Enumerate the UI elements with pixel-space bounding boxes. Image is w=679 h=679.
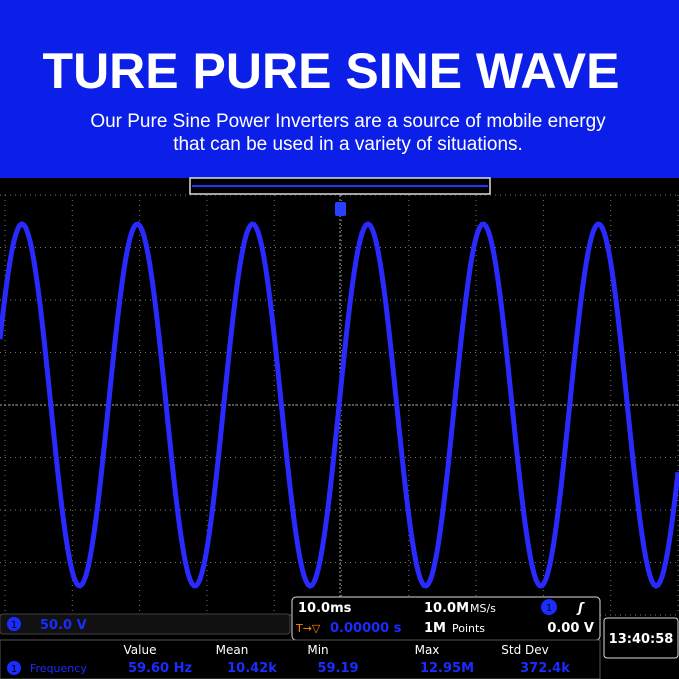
measurement-value: 59.60 Hz: [128, 661, 192, 676]
measurement-value: 12.95M: [420, 661, 474, 676]
channel-scale: 50.0 V: [40, 618, 87, 633]
slope-icon: ʃ: [576, 601, 585, 616]
trigger-level: 0.00 V: [547, 621, 594, 636]
record-length-unit: Points: [452, 622, 485, 635]
channel-box: [0, 613, 291, 635]
channel-badge: [7, 661, 21, 675]
measurement-value: 59.19: [317, 661, 358, 676]
measurement-panel: [0, 639, 601, 679]
channel-number: 1: [11, 664, 17, 675]
measurements: Value Mean Min Max Std Dev 1 Frequency 59.60 Hz…: [7, 643, 570, 676]
record-view: [189, 177, 491, 195]
banner: [0, 0, 679, 178]
measurement-value: 10.42k: [227, 661, 277, 676]
sample-rate: 10.0M: [424, 601, 469, 616]
title: TURE PURE SINE WAVE: [43, 43, 620, 99]
measurement-value: 372.4k: [520, 661, 570, 676]
channel-badge: [7, 617, 21, 631]
waveform: [0, 221, 679, 589]
measurement-label: Frequency: [30, 662, 87, 675]
subtitle: that can be used in a variety of situati…: [173, 134, 523, 155]
channel-number: 1: [11, 620, 17, 631]
trigger-source-number: 1: [546, 603, 552, 614]
measurement-header: Min: [307, 643, 328, 657]
measurement-header: Mean: [216, 643, 249, 657]
measurement-header: Value: [124, 643, 157, 657]
record-length: 1M: [424, 621, 446, 636]
trigger-icon: T→▽: [295, 622, 321, 635]
subtitle: Our Pure Sine Power Inverters are a sour…: [90, 111, 606, 132]
sample-rate-unit: MS/s: [470, 602, 496, 615]
measurement-header: Max: [415, 643, 440, 657]
trigger-source: [541, 599, 557, 615]
clock-box: [603, 617, 679, 659]
time-scale: 10.0ms: [298, 601, 352, 616]
trigger-marker: [335, 202, 346, 216]
clock: 13:40:58: [609, 632, 674, 647]
measurement-header: Std Dev: [501, 643, 548, 657]
trigger-offset: 0.00000 s: [330, 621, 402, 636]
